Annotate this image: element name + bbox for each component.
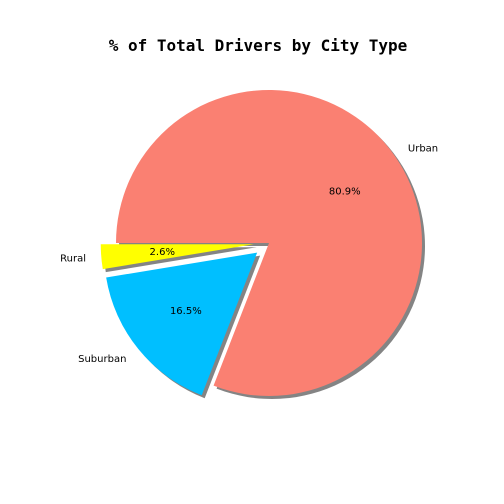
pct-label-urban: 80.9% <box>329 187 361 198</box>
slice-rural <box>100 244 254 270</box>
slice-urban <box>116 89 422 397</box>
category-label-suburban: Suburban <box>78 354 126 365</box>
slice-layer <box>100 89 422 397</box>
category-label-rural: Rural <box>60 253 86 264</box>
slice-suburban <box>106 252 258 396</box>
pct-label-suburban: 16.5% <box>170 306 202 317</box>
label-layer: 2.6% Rural 16.5% Suburban 80.9% Urban <box>60 143 438 365</box>
category-label-urban: Urban <box>408 143 438 154</box>
pct-label-rural: 2.6% <box>150 247 175 258</box>
chart-title: % of Total Drivers by City Type <box>108 36 408 55</box>
